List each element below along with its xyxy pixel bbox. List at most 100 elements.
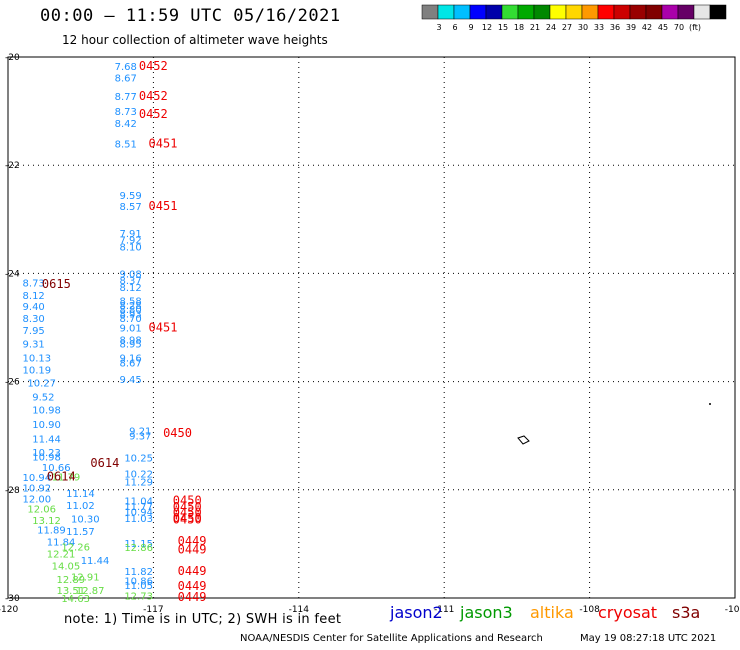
color-swatch (693, 4, 711, 20)
wave-height-label: 12.73 (124, 591, 153, 602)
legend-item-jason3: jason3 (460, 603, 513, 622)
color-scale-label: 18 (514, 23, 524, 32)
color-swatch (629, 4, 647, 20)
wave-height-label: 11.79 (52, 472, 81, 483)
wave-height-label: 8.98 (119, 335, 141, 346)
x-tick-label: -117 (143, 605, 163, 615)
y-tick-label: -24 (5, 269, 20, 279)
wave-height-label: 8.10 (119, 242, 141, 253)
wave-height-label: 10.13 (23, 353, 52, 364)
wave-height-label: 8.95 (119, 340, 141, 351)
wave-height-label: 9.16 (119, 353, 141, 364)
wave-height-label: 13.12 (32, 516, 61, 527)
wave-height-label: 8.80 (119, 305, 141, 316)
footer-note: note: 1) Time is in UTC; 2) SWH is in fe… (64, 612, 342, 627)
color-swatch (485, 4, 503, 20)
wave-height-label: 14.05 (52, 562, 81, 573)
y-tick-label: -20 (5, 53, 20, 63)
wave-height-label: 9.21 (129, 426, 151, 437)
color-scale-label: 6 (452, 23, 457, 32)
wave-height-label: 11.44 (81, 556, 110, 567)
wave-height-label: 8.67 (119, 359, 141, 370)
color-scale-label: 33 (594, 23, 604, 32)
pass-time-label: 0449 (178, 579, 207, 593)
wave-height-label: 8.30 (23, 314, 45, 325)
color-scale-label: 15 (498, 23, 508, 32)
color-swatch (501, 4, 519, 20)
color-swatch (709, 4, 727, 20)
wave-height-label: 12.21 (47, 550, 76, 561)
x-tick-label: -120 (0, 605, 18, 615)
wave-height-label: 10.25 (124, 453, 153, 464)
wave-height-label: 10.27 (27, 379, 56, 390)
pass-time-label: 0452 (139, 107, 168, 121)
wave-height-label: 12.91 (71, 572, 100, 583)
wave-height-label: 8.70 (119, 314, 141, 325)
wave-height-label: 9.40 (23, 302, 45, 313)
x-tick-label: -108 (579, 605, 600, 615)
wave-height-label: 10.94 (124, 507, 153, 518)
chart-title: 00:00 – 11:59 UTC 05/16/2021 (40, 6, 341, 26)
wave-height-label: 8.67 (115, 74, 137, 85)
color-scale-label: 39 (626, 23, 636, 32)
color-swatch (453, 4, 471, 20)
y-tick-label: -30 (5, 594, 20, 604)
wave-height-label: 13.51 (56, 586, 85, 597)
wave-height-label: 11.04 (124, 497, 153, 508)
wave-height-label: 8.93 (119, 309, 141, 320)
pass-time-label: 0452 (139, 89, 168, 103)
pass-time-label: 0449 (178, 534, 207, 548)
wave-height-label: 11.15 (124, 539, 153, 550)
wave-height-label: 8.77 (115, 92, 137, 103)
wave-height-label: 7.68 (115, 62, 137, 73)
wave-height-label: 8.12 (23, 291, 45, 302)
color-scale-label: 45 (658, 23, 668, 32)
x-tick-label: -105 (725, 605, 740, 615)
wave-height-label: 8.37 (119, 276, 141, 287)
wave-height-label: 11.77 (124, 502, 153, 513)
wave-height-label: 9.31 (23, 340, 45, 351)
color-scale-label: 27 (562, 23, 572, 32)
wave-height-labels: 7.688.678.778.738.428.519.598.577.917.92… (23, 59, 207, 605)
wave-height-label: 10.94 (23, 473, 52, 484)
wave-height-label: 11.89 (37, 525, 66, 536)
plot-frame (7, 56, 736, 599)
x-tick-label: -111 (434, 605, 454, 615)
color-swatch (677, 4, 695, 20)
wave-height-label: 12.06 (27, 505, 56, 516)
wave-height-label: 9.01 (119, 324, 141, 335)
pass-time-label: 0615 (42, 277, 71, 291)
wave-height-label: 10.66 (42, 463, 71, 474)
wave-height-label: 9.08 (119, 269, 141, 280)
chart-subtitle: 12 hour collection of altimeter wave hei… (62, 33, 328, 47)
y-tick-label: -28 (5, 486, 20, 496)
pass-time-label: 0450 (173, 494, 202, 508)
wave-height-label: 10.98 (32, 406, 61, 417)
wave-height-label: 11.29 (124, 478, 153, 489)
color-swatch (437, 4, 455, 20)
wave-height-label: 11.03 (124, 514, 153, 525)
credit-text: NOAA/NESDIS Center for Satellite Applica… (240, 633, 543, 644)
wave-height-label: 12.86 (124, 543, 153, 554)
wave-height-label: 10.22 (124, 470, 153, 481)
color-scale-label: 30 (578, 23, 588, 32)
color-scale-bar: 3 6 9 12 15 18 21 24 27 30 33 36 39 42 45 70 (ft) (421, 4, 727, 32)
wave-height-label: 11.84 (47, 538, 76, 549)
color-swatch (533, 4, 551, 20)
wave-height-label: 10.23 (32, 448, 61, 459)
legend-item-cryosat: cryosat (598, 603, 658, 622)
wave-height-label: 12.87 (76, 586, 105, 597)
legend-item-s3a: s3a (672, 603, 701, 622)
wave-height-label: 11.02 (66, 501, 95, 512)
color-swatch (645, 4, 663, 20)
color-scale-label: 9 (468, 23, 473, 32)
color-swatch (613, 4, 631, 20)
pass-time-label: 0451 (149, 321, 178, 335)
wave-height-label: 11.82 (124, 567, 153, 578)
wave-height-label: 8.57 (119, 202, 141, 213)
wave-height-label: 8.73 (23, 279, 45, 290)
generated-timestamp: May 19 08:27:18 UTC 2021 (580, 633, 717, 644)
color-swatch (565, 4, 583, 20)
wave-height-label: 8.28 (119, 301, 141, 312)
